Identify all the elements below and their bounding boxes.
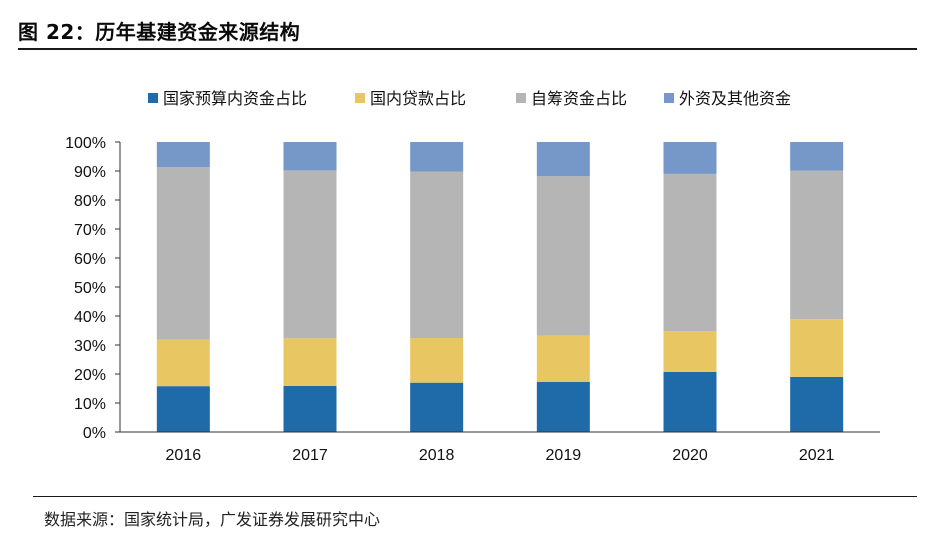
source-note: 数据来源：国家统计局，广发证券发展研究中心 [44, 510, 381, 529]
bar-2019-series-1 [536, 335, 590, 382]
bar-2017-series-2 [283, 170, 337, 339]
bar-2021-series-0 [790, 376, 844, 432]
bar-2018-series-3 [410, 142, 464, 172]
legend-swatch-1 [355, 93, 365, 103]
bar-2019-series-2 [536, 176, 590, 336]
chart-legend: 国家预算内资金占比 国内贷款占比 自筹资金占比 外资及其他资金 [148, 89, 791, 108]
y-tick-label: 90% [74, 164, 106, 181]
bar-2016-series-0 [156, 386, 210, 432]
y-tick-label: 40% [74, 309, 106, 326]
bar-2019-series-3 [536, 142, 590, 177]
y-tick-label: 10% [74, 396, 106, 413]
x-axis: 2016 2017 2018 2019 2020 2021 [120, 431, 880, 464]
y-tick-label: 50% [74, 280, 106, 297]
y-axis: 0% 10% 20% 30% 40% 50% 60% 70% 80% 90% 100% [65, 135, 121, 442]
bar-2021-series-3 [790, 142, 844, 171]
bar-2017-series-1 [283, 338, 337, 386]
y-tick-label: 80% [74, 193, 106, 210]
y-tick-label: 0% [83, 425, 106, 442]
bar-2021-series-2 [790, 170, 844, 320]
bar-2016-series-3 [156, 142, 210, 168]
y-tick-label: 20% [74, 367, 106, 384]
bar-2020-series-1 [663, 331, 717, 372]
bar-2016-series-2 [156, 167, 210, 340]
legend-label-0: 国家预算内资金占比 [163, 89, 307, 108]
legend-swatch-3 [664, 93, 674, 103]
bar-2018-series-1 [410, 338, 464, 383]
x-tick-label: 2020 [672, 447, 708, 464]
bar-2021-series-1 [790, 319, 844, 377]
y-tick-label: 100% [65, 135, 106, 152]
y-tick-label: 70% [74, 222, 106, 239]
bar-2020-series-0 [663, 371, 717, 432]
x-tick-label: 2019 [546, 447, 582, 464]
title-divider [18, 48, 917, 50]
bar-2017-series-3 [283, 142, 337, 171]
x-tick-label: 2018 [419, 447, 455, 464]
y-tick-label: 30% [74, 338, 106, 355]
bar-2020-series-3 [663, 142, 717, 174]
legend-swatch-2 [516, 93, 526, 103]
figure-title: 图 22：历年基建资金来源结构 [18, 20, 301, 44]
x-tick-label: 2021 [799, 447, 835, 464]
x-tick-label: 2017 [292, 447, 328, 464]
legend-label-2: 自筹资金占比 [531, 90, 627, 108]
x-tick-label: 2016 [166, 447, 202, 464]
bar-2018-series-2 [410, 171, 464, 339]
y-tick-label: 60% [74, 251, 106, 268]
bar-2020-series-2 [663, 173, 717, 332]
bar-2017-series-0 [283, 385, 337, 432]
source-divider [33, 496, 917, 497]
legend-label-3: 外资及其他资金 [679, 90, 791, 108]
legend-swatch-0 [148, 93, 158, 103]
bar-2018-series-0 [410, 382, 464, 432]
legend-label-1: 国内贷款占比 [370, 90, 466, 108]
bar-2016-series-1 [156, 339, 210, 387]
bar-stack-group [156, 142, 844, 432]
bar-2019-series-0 [536, 381, 590, 432]
